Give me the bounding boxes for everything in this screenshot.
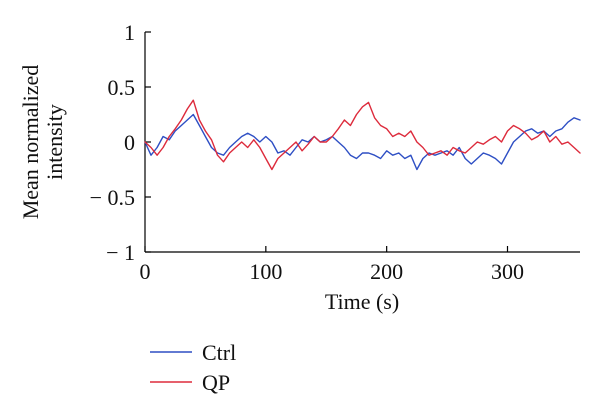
- x-axis-title: Time (s): [325, 289, 399, 314]
- series-line-ctrl: [144, 113, 581, 171]
- y-tick-label: 0.5: [108, 75, 136, 100]
- x-tick-label: 300: [491, 259, 524, 284]
- x-ticks: 0 100 200 300: [140, 246, 524, 284]
- y-tick-label: − 0.5: [90, 185, 135, 210]
- y-axis-title: Mean normalized intensity: [18, 65, 67, 220]
- x-tick-label: 200: [370, 259, 403, 284]
- legend: Ctrl QP: [150, 340, 236, 395]
- y-axis-title-line-2: intensity: [42, 104, 67, 180]
- x-tick-label: 0: [140, 259, 151, 284]
- series-line-qp: [144, 99, 581, 171]
- legend-label-qp: QP: [202, 370, 230, 395]
- axes: [144, 32, 580, 253]
- y-tick-label: 1: [124, 20, 135, 45]
- series-lines: [144, 99, 581, 171]
- y-ticks: 1 0.5 0 − 0.5 − 1: [90, 20, 151, 265]
- legend-label-ctrl: Ctrl: [202, 340, 236, 365]
- y-tick-label: 0: [124, 130, 135, 155]
- x-tick-label: 100: [249, 259, 282, 284]
- y-axis-title-line-1: Mean normalized: [18, 65, 43, 220]
- y-tick-label: − 1: [106, 240, 135, 265]
